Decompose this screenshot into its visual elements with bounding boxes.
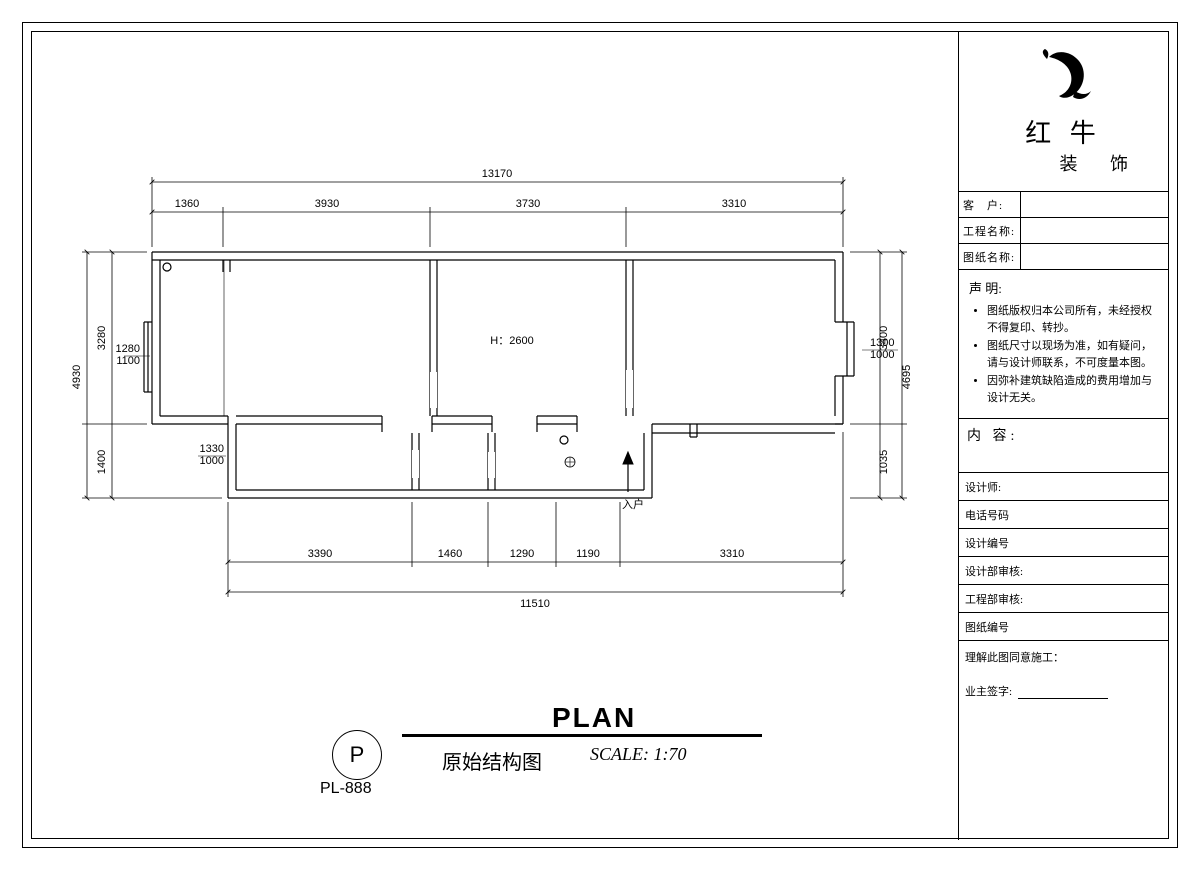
tb-row-project: 工程名称: (959, 218, 1168, 244)
dimensions (82, 177, 907, 597)
floorplan-svg: 入户 H：2600 (32, 32, 960, 840)
entry-label: 入户 (622, 497, 644, 511)
drawing-area: 入户 H：2600 (32, 32, 960, 840)
dimension-texts: 13170 1360 3930 3730 3310 11510 3390 146… (71, 168, 913, 610)
plan-subtitle: 原始结构图 (442, 746, 542, 775)
bull-logo-icon (1029, 47, 1099, 107)
svg-text:3310: 3310 (722, 198, 746, 210)
plan-scale: SCALE: 1:70 (590, 744, 687, 765)
svg-text:1000: 1000 (200, 455, 224, 467)
svg-text:1460: 1460 (438, 548, 462, 560)
inner-frame: 入户 H：2600 (31, 31, 1169, 839)
company-logo-cell: 红 牛 装 饰 (959, 32, 1168, 192)
tb-phone: 电话号码 (959, 501, 1168, 529)
plan-circle: P (332, 730, 382, 780)
svg-text:4930: 4930 (71, 365, 83, 389)
svg-text:3390: 3390 (308, 548, 332, 560)
tb-sign: 理解此图同意施工： 业主签字: (959, 641, 1168, 707)
tb-design-review: 设计部审核: (959, 557, 1168, 585)
plan-title-block: P PL-888 PLAN 原始结构图 SCALE: 1:70 (332, 720, 782, 810)
company-sub: 装 饰 (1060, 150, 1161, 176)
walls (144, 252, 854, 498)
tb-designer: 设计师: (959, 473, 1168, 501)
outer-frame: 入户 H：2600 (22, 22, 1178, 848)
company-name: 红 牛 (1025, 113, 1102, 150)
svg-text:1000: 1000 (870, 349, 894, 361)
entry-arrow (623, 452, 633, 492)
svg-text:1330: 1330 (200, 443, 224, 455)
svg-text:1300: 1300 (870, 337, 894, 349)
svg-text:1100: 1100 (116, 355, 140, 367)
plan-word: PLAN (552, 702, 636, 734)
svg-text:1290: 1290 (510, 548, 534, 560)
svg-text:1280: 1280 (116, 343, 140, 355)
tb-drawing-no: 图纸编号 (959, 613, 1168, 641)
tb-content: 内 容: (959, 419, 1168, 473)
svg-text:11510: 11510 (520, 598, 550, 610)
svg-text:1360: 1360 (175, 198, 199, 210)
tb-design-no: 设计编号 (959, 529, 1168, 557)
svg-text:4695: 4695 (901, 365, 913, 389)
tb-row-client: 客 户: (959, 192, 1168, 218)
tb-statement: 声 明: 图纸版权归本公司所有，未经授权不得复印、转抄。 图纸尺寸以现场为准，如… (959, 270, 1168, 419)
svg-text:1035: 1035 (878, 450, 890, 474)
svg-text:3280: 3280 (96, 326, 108, 350)
title-block: 红 牛 装 饰 客 户: 工程名称: 图纸名称: 声 明: 图纸版权归本公司所有… (958, 32, 1168, 840)
ceiling-note: H：2600 (490, 335, 533, 347)
plan-divider (402, 734, 762, 737)
svg-text:1400: 1400 (96, 450, 108, 474)
svg-text:3930: 3930 (315, 198, 339, 210)
plan-code: PL-888 (320, 780, 372, 798)
svg-text:3310: 3310 (720, 548, 744, 560)
svg-text:13170: 13170 (482, 168, 513, 180)
svg-text:1190: 1190 (576, 548, 600, 560)
tb-eng-review: 工程部审核: (959, 585, 1168, 613)
svg-text:3730: 3730 (516, 198, 540, 210)
tb-row-drawing: 图纸名称: (959, 244, 1168, 270)
